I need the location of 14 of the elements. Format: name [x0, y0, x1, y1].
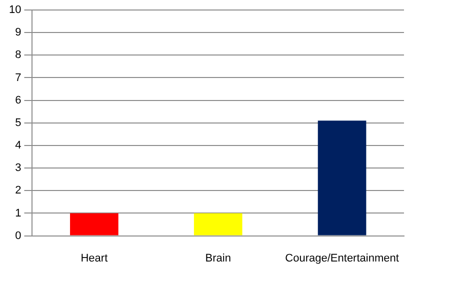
x-tick-label: Heart	[80, 252, 108, 264]
y-tick-label: 9	[15, 26, 22, 39]
y-tick-label: 2	[15, 184, 22, 197]
x-tick-label: Courage/Entertainment	[285, 252, 399, 264]
y-tick-label: 7	[15, 72, 22, 84]
y-tick-label: 6	[15, 94, 22, 106]
y-tick-label: 3	[15, 162, 22, 174]
y-tick-label: 4	[15, 140, 22, 152]
x-tick-label: Brain	[205, 252, 231, 264]
y-tick-label: 8	[15, 49, 22, 62]
y-tick-label: 5	[15, 116, 22, 129]
y-tick-label: 10	[8, 4, 22, 16]
y-tick-label: 0	[15, 230, 22, 242]
y-tick-label: 1	[15, 207, 22, 220]
